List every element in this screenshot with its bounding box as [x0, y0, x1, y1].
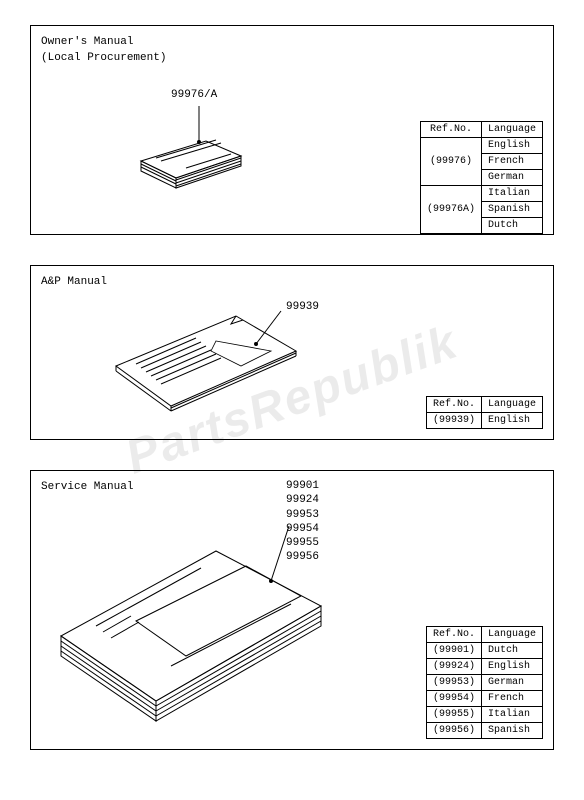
header-language: Language [481, 627, 542, 643]
owners-manual-book-icon [131, 106, 251, 196]
table-row: (99956)Spanish [426, 723, 542, 739]
panel-service-manual: Service Manual 99901 999 [30, 470, 554, 750]
header-refno: Ref.No. [420, 122, 481, 138]
callout-item: 99901 [286, 479, 319, 493]
panel-ap-manual: A&P Manual 99939 [30, 265, 554, 440]
lang-cell: German [481, 170, 542, 186]
lang-cell: Spanish [481, 723, 542, 739]
table-row: (99954)French [426, 691, 542, 707]
ref-cell: (99924) [426, 659, 481, 675]
ref-cell: (99901) [426, 643, 481, 659]
lang-cell: English [481, 138, 542, 154]
callout-item: 99924 [286, 493, 319, 507]
panel2-callout: 99939 [286, 301, 319, 313]
ref-cell: (99954) [426, 691, 481, 707]
panel-owners-manual: Owner's Manual (Local Procurement) 99976… [30, 25, 554, 235]
panel2-ref-table: Ref.No. Language (99939) English [426, 396, 543, 429]
ref-cell: (99953) [426, 675, 481, 691]
table-row: (99939) English [426, 413, 542, 429]
lang-cell: Italian [481, 186, 542, 202]
header-language: Language [481, 122, 542, 138]
lang-cell: Spanish [481, 202, 542, 218]
lang-cell: Italian [481, 707, 542, 723]
table-header-row: Ref.No. Language [420, 122, 542, 138]
callout-item: 99954 [286, 522, 319, 536]
table-row: (99976) English [420, 138, 542, 154]
lang-cell: French [481, 691, 542, 707]
ref-cell: (99939) [426, 413, 481, 429]
panel3-ref-table: Ref.No. Language (99901)Dutch (99924)Eng… [426, 626, 543, 739]
ref-cell: (99976) [420, 138, 481, 186]
header-refno: Ref.No. [426, 627, 481, 643]
lang-cell: French [481, 154, 542, 170]
panel1-subtitle: (Local Procurement) [41, 52, 543, 64]
lang-cell: German [481, 675, 542, 691]
ref-cell: (99976A) [420, 186, 481, 234]
lang-cell: English [481, 659, 542, 675]
table-header-row: Ref.No. Language [426, 627, 542, 643]
table-row: (99976A) Italian [420, 186, 542, 202]
ap-manual-sheet-icon [86, 296, 306, 416]
panel1-title: Owner's Manual [41, 36, 543, 48]
panel1-callout: 99976/A [171, 89, 217, 101]
table-row: (99924)English [426, 659, 542, 675]
panel1-ref-table: Ref.No. Language (99976) English French … [420, 121, 543, 234]
ref-cell: (99956) [426, 723, 481, 739]
panel3-callout-list: 99901 99924 99953 99954 99955 99956 [286, 479, 319, 565]
callout-item: 99956 [286, 550, 319, 564]
callout-item: 99955 [286, 536, 319, 550]
table-row: (99901)Dutch [426, 643, 542, 659]
lang-cell: Dutch [481, 643, 542, 659]
table-row: (99955)Italian [426, 707, 542, 723]
table-header-row: Ref.No. Language [426, 397, 542, 413]
ref-cell: (99955) [426, 707, 481, 723]
header-refno: Ref.No. [426, 397, 481, 413]
callout-item: 99953 [286, 508, 319, 522]
lang-cell: English [481, 413, 542, 429]
table-row: (99953)German [426, 675, 542, 691]
panel2-title: A&P Manual [41, 276, 543, 288]
lang-cell: Dutch [481, 218, 542, 234]
header-language: Language [481, 397, 542, 413]
